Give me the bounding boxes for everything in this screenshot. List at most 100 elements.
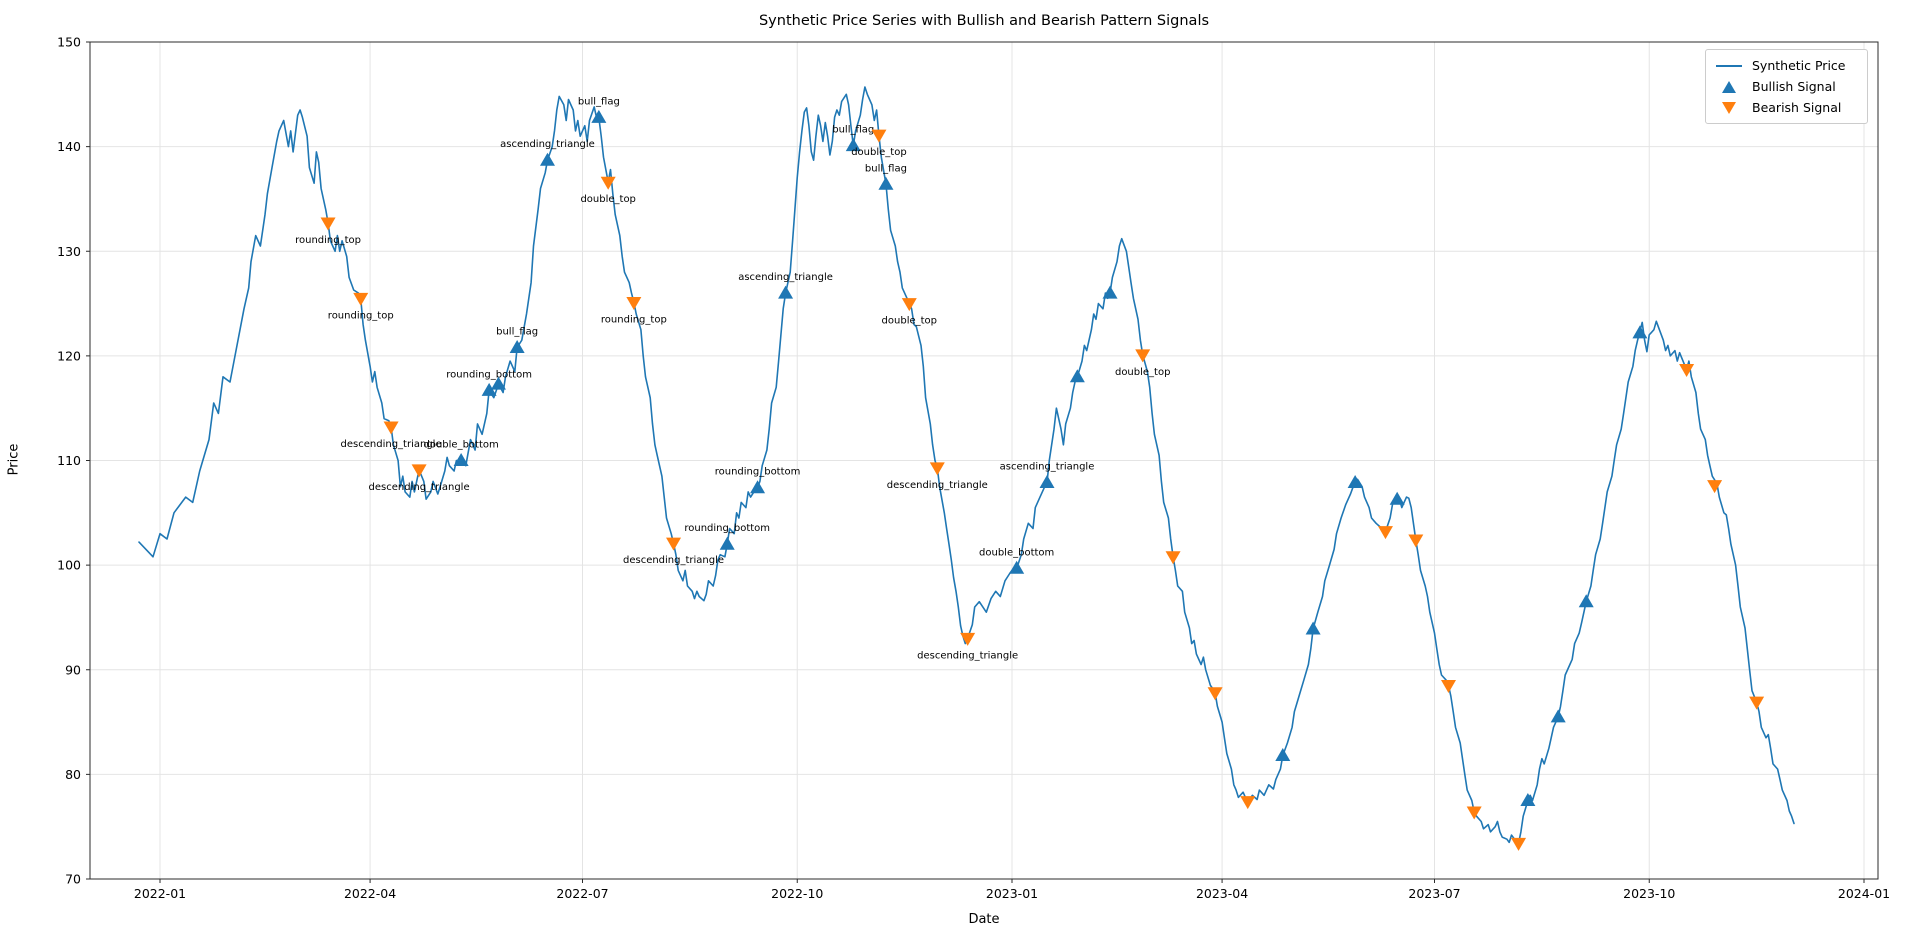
y-tick-label: 120 xyxy=(57,348,81,363)
pattern-annotation: rounding_top xyxy=(328,310,394,321)
legend-line-icon xyxy=(1714,64,1744,67)
bullish-marker xyxy=(481,382,497,396)
x-tick-label: 2022-07 xyxy=(556,886,608,901)
bearish-marker xyxy=(383,421,399,435)
bearish-marker xyxy=(1679,363,1695,377)
bullish-marker xyxy=(878,176,894,190)
pattern-annotation: ascending_triangle xyxy=(738,272,833,283)
pattern-annotation: ascending_triangle xyxy=(500,139,595,150)
x-axis-label: Date xyxy=(968,912,1000,927)
bullish-marker xyxy=(1305,621,1321,635)
x-tick-label: 2022-01 xyxy=(134,886,186,901)
bearish-marker xyxy=(1207,687,1223,701)
x-tick-label: 2024-01 xyxy=(1838,886,1890,901)
pattern-annotation: double_top xyxy=(851,147,906,158)
bearish-marker xyxy=(626,297,642,311)
y-tick-label: 100 xyxy=(57,558,81,573)
pattern-annotation: ascending_triangle xyxy=(1000,461,1095,472)
pattern-annotation: rounding_bottom xyxy=(715,467,801,478)
bullish-marker xyxy=(1520,793,1536,807)
bearish-marker xyxy=(1707,480,1723,494)
pattern-annotation: bull_flag xyxy=(865,163,907,174)
pattern-annotation: double_bottom xyxy=(423,440,498,451)
x-tick-label: 2023-10 xyxy=(1623,886,1675,901)
pattern-annotation: bull_flag xyxy=(832,125,874,136)
bearish-marker xyxy=(1749,696,1765,710)
legend-item-bullish: Bullish Signal xyxy=(1714,76,1859,97)
bullish-marker xyxy=(490,376,506,390)
bearish-marker xyxy=(960,632,976,646)
legend-item-price: Synthetic Price xyxy=(1714,55,1859,76)
x-tick-label: 2023-07 xyxy=(1408,886,1460,901)
bearish-marker xyxy=(1377,526,1393,540)
pattern-annotation: double_top xyxy=(580,194,635,205)
x-tick-label: 2022-04 xyxy=(344,886,396,901)
legend-label-bearish: Bearish Signal xyxy=(1752,100,1842,115)
pattern-annotation: rounding_bottom xyxy=(446,369,532,380)
bearish-marker xyxy=(871,129,887,143)
pattern-annotation: double_top xyxy=(882,316,937,327)
bullish-marker xyxy=(845,138,861,152)
y-tick-label: 70 xyxy=(65,872,81,887)
legend-item-bearish: Bearish Signal xyxy=(1714,97,1859,118)
bearish-marker xyxy=(666,537,682,551)
bearish-marker xyxy=(1240,796,1256,810)
pattern-annotation: descending_triangle xyxy=(341,439,442,450)
bullish-marker xyxy=(1009,560,1025,574)
pattern-annotation: rounding_top xyxy=(295,235,361,246)
x-tick-label: 2023-04 xyxy=(1196,886,1248,901)
bullish-marker xyxy=(778,285,794,299)
bullish-marker xyxy=(1347,474,1363,488)
bearish-marker xyxy=(411,464,427,478)
y-tick-label: 130 xyxy=(57,244,81,259)
pattern-annotation: bull_flag xyxy=(496,327,538,338)
price-line xyxy=(138,86,1795,845)
pattern-annotation: double_top xyxy=(1115,367,1170,378)
bearish-marker xyxy=(1441,679,1457,693)
legend: Synthetic Price Bullish Signal Bearish S… xyxy=(1705,49,1868,124)
chart-title: Synthetic Price Series with Bullish and … xyxy=(758,13,1210,29)
bearish-marker xyxy=(1165,551,1181,565)
bullish-marker xyxy=(539,152,555,166)
bearish-marker xyxy=(353,292,369,306)
bullish-marker xyxy=(1389,491,1405,505)
y-tick-label: 140 xyxy=(57,139,81,154)
bullish-marker xyxy=(591,109,607,123)
bearish-marker xyxy=(320,217,336,231)
x-tick-label: 2023-01 xyxy=(986,886,1038,901)
bullish-marker xyxy=(750,480,766,494)
legend-label-bullish: Bullish Signal xyxy=(1752,79,1836,94)
pattern-annotation: rounding_bottom xyxy=(684,523,770,534)
y-tick-label: 150 xyxy=(57,35,81,50)
legend-bearish-triangle-icon xyxy=(1714,101,1744,114)
pattern-annotation: descending_triangle xyxy=(623,555,724,566)
bullish-marker xyxy=(719,536,735,550)
bullish-marker xyxy=(1275,748,1291,762)
bearish-marker xyxy=(1408,534,1424,548)
bearish-marker xyxy=(1466,806,1482,820)
bullish-marker xyxy=(1102,285,1118,299)
pattern-annotation: descending_triangle xyxy=(369,482,470,493)
bullish-marker xyxy=(1039,474,1055,488)
y-axis-label: Price xyxy=(6,443,22,476)
bullish-marker xyxy=(1578,594,1594,608)
pattern-annotation: descending_triangle xyxy=(887,480,988,491)
bearish-marker xyxy=(929,462,945,476)
pattern-annotation: double_bottom xyxy=(979,547,1054,558)
legend-label-price: Synthetic Price xyxy=(1752,58,1846,73)
pattern-annotation: descending_triangle xyxy=(917,650,1018,661)
bearish-marker xyxy=(600,176,616,190)
pattern-annotation: bull_flag xyxy=(578,96,620,107)
bullish-marker xyxy=(453,453,469,466)
x-tick-label: 2022-10 xyxy=(771,886,823,901)
bearish-marker xyxy=(1511,837,1527,851)
bullish-marker xyxy=(1632,325,1648,339)
pattern-annotation: rounding_top xyxy=(601,315,667,326)
bearish-marker xyxy=(1135,349,1151,363)
bullish-marker xyxy=(1069,369,1085,383)
bullish-marker xyxy=(1550,709,1566,723)
legend-bullish-triangle-icon xyxy=(1714,80,1744,93)
bearish-marker xyxy=(901,298,917,312)
